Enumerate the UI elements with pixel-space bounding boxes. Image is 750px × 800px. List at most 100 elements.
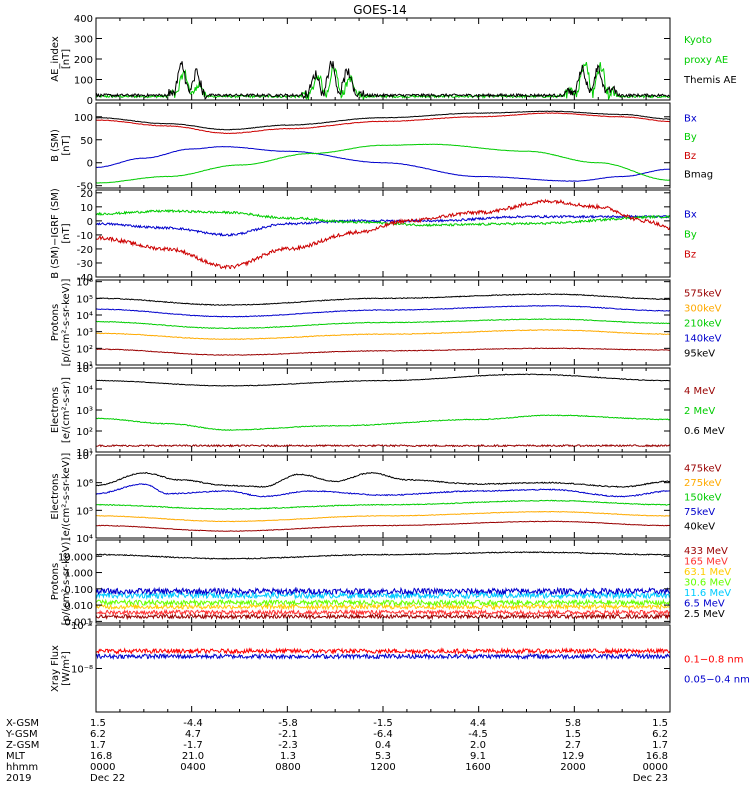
panel-frame bbox=[95, 624, 671, 713]
series-protons-1 bbox=[96, 329, 670, 341]
panel-frame bbox=[95, 189, 671, 278]
y-tick-label: 100 bbox=[74, 113, 93, 124]
ephemeris-value: 0.4 bbox=[375, 740, 391, 751]
y-tick-label: 20 bbox=[80, 189, 93, 200]
y-tick-label: -20 bbox=[77, 245, 93, 256]
y-tick-label: -30 bbox=[77, 259, 93, 270]
legend-entry: 95keV bbox=[684, 349, 715, 360]
series-protons-3 bbox=[96, 304, 670, 318]
legend-entry: 2 MeV bbox=[684, 406, 715, 417]
ephemeris-value: 16.8 bbox=[90, 751, 112, 762]
y-tick-label: 10⁵ bbox=[76, 364, 93, 375]
legend-entry: Themis AE bbox=[683, 75, 737, 86]
series-bigrf-2 bbox=[96, 198, 670, 270]
y-tick-label: 0 bbox=[87, 96, 93, 107]
ephemeris-value: -5.8 bbox=[278, 718, 298, 729]
panel-ae: 0 100 200 300 400 AE_index [nT] Kyoto proxy AE Th… bbox=[50, 14, 737, 107]
y-axis-label: [nT] bbox=[61, 223, 72, 243]
y-axis-label: Electrons bbox=[50, 473, 61, 519]
legend-entry: 11.6 MeV bbox=[684, 588, 731, 599]
y-tick-label: 0 bbox=[87, 159, 93, 170]
ephemeris-value: 2.7 bbox=[565, 740, 581, 751]
legend-entry: Bx bbox=[684, 113, 697, 124]
series-protons_mev-1 bbox=[96, 608, 670, 617]
y-axis-label: Electrons bbox=[50, 387, 61, 433]
y-tick-label: 10⁻⁷ bbox=[71, 621, 93, 632]
ephemeris-value: 1200 bbox=[370, 762, 395, 773]
y-tick-label: 1.000 bbox=[64, 569, 93, 580]
plot-title: GOES-14 bbox=[353, 3, 407, 17]
ephemeris-value: Dec 22 bbox=[90, 773, 125, 784]
legend-entry: 300keV bbox=[684, 304, 722, 315]
ephemeris-value: 1.3 bbox=[280, 751, 296, 762]
series-protons_mev-4 bbox=[96, 590, 670, 601]
ephemeris-row-label: MLT bbox=[6, 751, 26, 762]
legend-entry: Bz bbox=[684, 151, 696, 162]
series-protons-2 bbox=[96, 318, 670, 330]
y-axis-label: [e/(cm²-s-sr)] bbox=[61, 377, 72, 443]
y-tick-label: 10³ bbox=[76, 328, 93, 339]
legend-entry: 0.05−0.4 nm bbox=[684, 675, 750, 686]
legend-entry: proxy AE bbox=[684, 55, 728, 66]
series-xray-1 bbox=[96, 652, 670, 661]
panel-protons: 10¹ 10² 10³ 10⁴ 10⁵ 10⁶ Protons [p/(cm²-s-sr-ke… bbox=[50, 278, 722, 372]
y-tick-label: 10⁴ bbox=[76, 385, 93, 396]
y-axis-label: [p/(cm²-s-sr-keV)] bbox=[61, 279, 72, 367]
panel-electrons_mev: 10¹ 10² 10³ 10⁴ 10⁵ Electrons [e/(cm²-s-sr)] 4 … bbox=[50, 364, 725, 459]
ephemeris-value: 1.5 bbox=[90, 718, 106, 729]
ephemeris-row-label: Y-GSM bbox=[5, 729, 38, 740]
ephemeris-row-label: X-GSM bbox=[6, 718, 39, 729]
legend-entry: 575keV bbox=[684, 289, 722, 300]
y-axis-label: B (SM) bbox=[50, 129, 61, 162]
y-axis-label: Protons bbox=[50, 304, 61, 341]
y-tick-label: 100 bbox=[74, 76, 93, 87]
y-tick-label: 10⁴ bbox=[76, 534, 93, 545]
legend-entry: 475keV bbox=[684, 463, 722, 474]
ephemeris-value: -2.1 bbox=[278, 729, 298, 740]
legend-entry: 2.5 MeV bbox=[684, 609, 725, 620]
legend-entry: 433 MeV bbox=[684, 546, 728, 557]
y-axis-label: B (SM)−IGRF (SM) bbox=[50, 188, 61, 279]
legend-entry: By bbox=[684, 230, 697, 241]
series-electrons_mev-1 bbox=[96, 414, 670, 431]
ephemeris-value: 21.0 bbox=[182, 751, 204, 762]
legend-entry: 275keV bbox=[684, 478, 722, 489]
ephemeris-value: 2000 bbox=[560, 762, 585, 773]
legend-entry: 0.6 MeV bbox=[684, 426, 725, 437]
ephemeris-value: 1.7 bbox=[90, 740, 106, 751]
ephemeris-value: -4.4 bbox=[183, 718, 203, 729]
series-electrons_kev-4 bbox=[96, 471, 670, 488]
series-protons_mev-3 bbox=[96, 598, 670, 607]
y-axis-label: [p/(cm²-s-sr-keV)] bbox=[61, 538, 72, 626]
y-tick-label: 50 bbox=[80, 136, 93, 147]
ephemeris-row-label: hhmm bbox=[6, 762, 38, 773]
y-tick-label: 10² bbox=[76, 427, 93, 438]
y-axis-label: [W/m²] bbox=[61, 651, 72, 686]
y-axis-label: Protons bbox=[50, 563, 61, 600]
ephemeris-value: 2.0 bbox=[470, 740, 486, 751]
ephemeris-value: -1.7 bbox=[183, 740, 203, 751]
panel-xray: 10⁻⁸ 10⁻⁷ Xray Flux [W/m²] 0.1−0.8 nm 0.05−0.… bbox=[50, 621, 750, 713]
series-protons_mev-6 bbox=[96, 551, 670, 560]
legend-entry: 140keV bbox=[684, 334, 722, 345]
series-electrons_kev-2 bbox=[96, 499, 670, 510]
legend-entry: 75keV bbox=[684, 507, 715, 518]
ephemeris-value: 0000 bbox=[90, 762, 115, 773]
series-electrons_kev-0 bbox=[96, 520, 670, 532]
series-xray-0 bbox=[96, 647, 670, 656]
panel-frame bbox=[95, 17, 671, 101]
y-tick-label: 10⁴ bbox=[76, 311, 93, 322]
legend-entry: 150keV bbox=[684, 493, 722, 504]
ephemeris-row-label: Z-GSM bbox=[6, 740, 39, 751]
y-tick-label: 10¹ bbox=[76, 361, 93, 372]
y-tick-label: 10⁶ bbox=[76, 278, 93, 289]
series-protons-4 bbox=[96, 293, 670, 306]
ephemeris-value: 0000 bbox=[643, 762, 668, 773]
legend-entry: Bmag bbox=[684, 170, 713, 181]
y-axis-label: [nT] bbox=[61, 135, 72, 155]
y-tick-label: 10⁻⁸ bbox=[71, 665, 93, 676]
ephemeris-value: 0400 bbox=[180, 762, 205, 773]
ephemeris-row-label: 2019 bbox=[6, 773, 31, 784]
